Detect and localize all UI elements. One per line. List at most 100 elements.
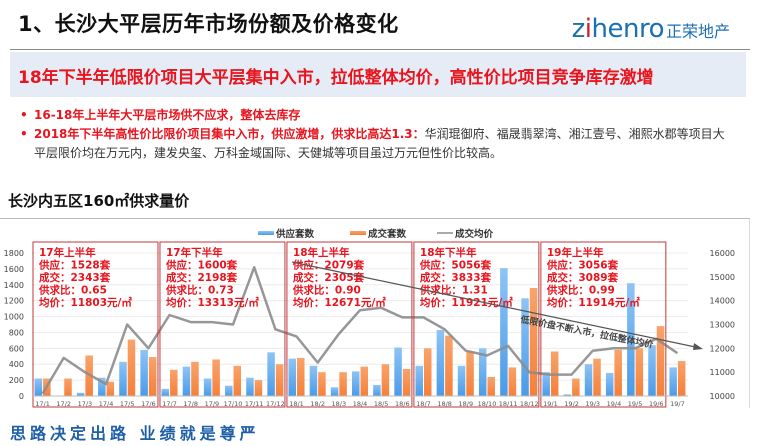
page-title: 1、长沙大平层历年市场份额及价格变化 bbox=[18, 12, 399, 36]
x-tick-label: 17/12 bbox=[266, 400, 285, 408]
supply-bar bbox=[182, 366, 191, 396]
bullet-bold-text: 2018年下半年高性价比限价项目集中入市，供应激增，供求比高达1.3： bbox=[34, 127, 425, 141]
deal-bar bbox=[423, 348, 432, 396]
x-tick-label: 18/9 bbox=[459, 400, 474, 408]
supply-bar bbox=[521, 298, 529, 396]
period-box-text: 供求比：1.31 bbox=[419, 284, 488, 297]
legend-swatch bbox=[350, 231, 366, 235]
header-divider bbox=[10, 49, 750, 50]
y-left-tick-label: 1200 bbox=[4, 297, 24, 306]
legend-label: 供应套数 bbox=[275, 228, 315, 240]
period-box-text: 供求比：0.99 bbox=[546, 284, 615, 297]
deal-bar bbox=[212, 359, 220, 396]
y-right-tick-label: 14000 bbox=[710, 297, 735, 306]
y-left-tick-label: 1600 bbox=[4, 265, 24, 274]
period-box-text: 成交：2198套 bbox=[166, 271, 238, 284]
x-tick-label: 17/10 bbox=[224, 400, 243, 408]
period-box-text: 均价：11914元/㎡ bbox=[547, 296, 640, 309]
supply-bar bbox=[161, 388, 170, 396]
supply-bar bbox=[627, 283, 635, 396]
deal-bar bbox=[318, 372, 326, 396]
deal-bar bbox=[635, 348, 644, 396]
y-left-tick-label: 1800 bbox=[4, 249, 24, 258]
period-box bbox=[159, 241, 286, 408]
headline-text: 18年下半年低限价项目大平层集中入市，拉低整体均价，高性价比项目竞争库存激增 bbox=[18, 68, 654, 88]
x-tick-label: 18/4 bbox=[353, 400, 368, 408]
deal-bar bbox=[614, 349, 622, 396]
price-line bbox=[41, 266, 679, 395]
x-tick-label: 18/7 bbox=[416, 400, 431, 408]
deal-bar bbox=[297, 357, 305, 396]
period-box bbox=[413, 241, 540, 408]
legend-swatch bbox=[258, 231, 274, 235]
supply-bar bbox=[225, 385, 233, 396]
bullet-dot-icon: • bbox=[20, 108, 28, 122]
period-box-text: 供求比：0.90 bbox=[292, 284, 361, 297]
chart-section-title: 长沙内五区160㎡供求量价 bbox=[8, 192, 190, 210]
trend-arrow-line bbox=[291, 261, 701, 349]
period-box-text: 19年上半年 bbox=[547, 246, 604, 259]
x-tick-label: 19/4 bbox=[607, 400, 622, 408]
y-left-tick-label: 600 bbox=[9, 344, 24, 353]
bullet-item: • 16-18年上半年大平层市场供不应求，整体去库存 bbox=[20, 106, 734, 125]
period-box-text: 成交：3833套 bbox=[420, 271, 492, 284]
deal-bar bbox=[170, 369, 178, 396]
x-tick-label: 19/6 bbox=[649, 400, 664, 408]
deal-bar bbox=[572, 378, 580, 396]
period-box-text: 供应：2079套 bbox=[292, 259, 365, 272]
supply-bar bbox=[246, 377, 254, 396]
x-tick-label: 18/2 bbox=[310, 400, 325, 408]
deal-bar bbox=[445, 335, 453, 396]
supply-bar bbox=[98, 377, 106, 396]
x-tick-label: 17/1 bbox=[35, 400, 50, 408]
x-tick-label: 17/3 bbox=[78, 400, 93, 408]
deal-bar bbox=[487, 376, 495, 396]
period-box-text: 均价：11921元/㎡ bbox=[420, 296, 513, 309]
x-tick-label: 18/3 bbox=[332, 400, 347, 408]
y-right-tick-label: 16000 bbox=[710, 249, 735, 258]
supply-bar bbox=[605, 372, 614, 396]
period-box-text: 成交：3089套 bbox=[547, 271, 619, 284]
supply-bar bbox=[669, 367, 677, 396]
deal-bar bbox=[339, 372, 347, 396]
x-tick-label: 17/5 bbox=[120, 400, 135, 408]
x-tick-label: 17/2 bbox=[56, 400, 71, 408]
period-box bbox=[286, 241, 413, 408]
x-tick-label: 19/2 bbox=[564, 400, 579, 408]
supply-demand-price-chart: 0 200 400 600 800 1000 1200 1400 1600 1800 10000 11… bbox=[4, 228, 735, 408]
y-left-tick-label: 200 bbox=[9, 376, 24, 385]
period-box-text: 均价：11803元/㎡ bbox=[39, 296, 132, 309]
deal-bar bbox=[677, 361, 686, 396]
legend-label: 成交均价 bbox=[455, 228, 494, 240]
period-box-text: 18年下半年 bbox=[420, 246, 477, 259]
deal-bar bbox=[148, 357, 157, 396]
supply-bar bbox=[76, 392, 85, 396]
deal-bar bbox=[529, 287, 538, 396]
supply-bar bbox=[203, 378, 212, 396]
deal-bar bbox=[233, 365, 242, 396]
deal-bar bbox=[381, 364, 390, 396]
supply-bar bbox=[330, 387, 339, 396]
x-tick-label: 18/8 bbox=[437, 400, 452, 408]
supply-bar bbox=[584, 364, 593, 396]
x-tick-label: 18/12 bbox=[520, 400, 539, 408]
bullet-item: • 2018年下半年高性价比限价项目集中入市，供应激增，供求比高达1.3：华润琨… bbox=[20, 125, 734, 163]
x-tick-label: 17/4 bbox=[99, 400, 114, 408]
trend-arrow-head-icon bbox=[693, 343, 703, 350]
supply-bar bbox=[415, 365, 423, 396]
period-box-text: 17年下半年 bbox=[166, 246, 223, 259]
supply-bar bbox=[34, 378, 43, 396]
footer-slogan: 思路决定出路 业绩就是尊严 bbox=[10, 424, 260, 443]
supply-bar bbox=[457, 365, 466, 396]
deal-bar bbox=[360, 366, 368, 396]
deal-bar bbox=[402, 368, 411, 396]
supply-bar bbox=[436, 330, 445, 396]
period-box-text: 供应：5056套 bbox=[419, 259, 492, 272]
x-tick-label: 17/6 bbox=[141, 400, 156, 408]
deal-bar bbox=[593, 358, 601, 396]
y-right-tick-label: 10000 bbox=[710, 392, 735, 401]
supply-bar bbox=[267, 352, 275, 396]
legend-label: 成交套数 bbox=[368, 228, 407, 240]
x-tick-label: 18/10 bbox=[478, 400, 497, 408]
period-box-text: 成交：2305套 bbox=[293, 271, 365, 284]
